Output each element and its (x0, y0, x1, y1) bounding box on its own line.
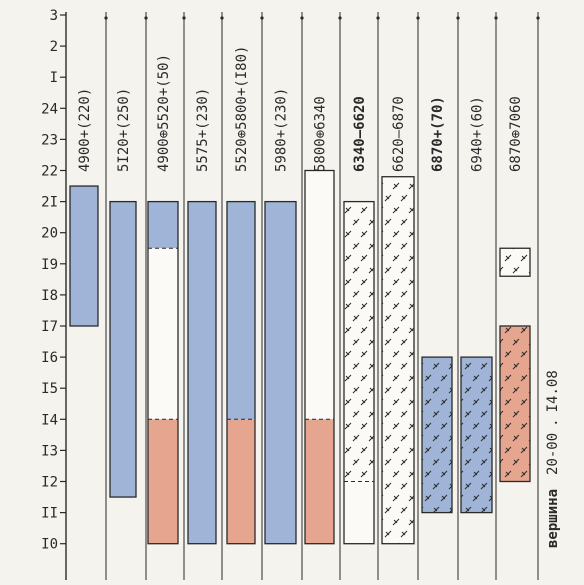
y-tick-label: 22 (41, 164, 58, 180)
separator-dot (376, 16, 380, 20)
column-label: 6870⊕7060 (508, 96, 524, 172)
column-label: 4900⊕5520+(50) (156, 54, 172, 172)
hatch-marks (382, 176, 414, 544)
y-tick-label: II (41, 506, 58, 522)
hatch-marks (344, 201, 374, 482)
bar-outline (460, 356, 493, 514)
separator-dot (104, 16, 108, 20)
bar-segment (188, 201, 216, 544)
bar-segment (70, 186, 98, 326)
separator-dot (220, 16, 224, 20)
separator-dot (182, 16, 186, 20)
bar-outline (381, 176, 415, 545)
column-bar-group (381, 176, 415, 545)
separator-dot (338, 16, 342, 20)
y-tick-label: I7 (41, 319, 58, 335)
column-bar-group (226, 200, 256, 545)
bars-layer (69, 169, 531, 545)
column-label: 6940+(60) (470, 96, 486, 172)
column-label: 5575+(230) (195, 88, 211, 172)
y-tick-label: I3 (41, 443, 58, 459)
column-bar-group (499, 247, 531, 483)
bar-outline (499, 247, 531, 277)
y-tick-label: I8 (41, 288, 58, 304)
bar-segment (344, 481, 374, 544)
column-labels: 4900+(220) 5I20+(250) 4900⊕5520+(50) 5575+(… (77, 46, 524, 172)
annotation: вершина20-00.I4.08 (545, 370, 561, 548)
y-tick-label: I4 (41, 412, 58, 428)
y-tick-label: I9 (41, 257, 58, 273)
column-bar-group (343, 200, 375, 545)
column-bar-group (147, 200, 179, 545)
annotation-text: вершина20-00.I4.08 (545, 370, 561, 548)
column-label: 6620–6870 (391, 96, 407, 172)
column-label: 6340–6620 (352, 96, 368, 172)
bar-outline (499, 325, 531, 483)
column-bar-group (264, 200, 297, 545)
y-tick-label: I0 (41, 537, 58, 553)
hatch-marks (500, 326, 530, 482)
y-tick-label: I2 (41, 475, 58, 491)
separator-dot (144, 16, 148, 20)
bar-outline (304, 169, 335, 545)
bar-outline (69, 185, 99, 327)
bar-segment (110, 201, 136, 498)
column-bar-group (187, 200, 217, 545)
bar-outline (147, 200, 179, 545)
column-grid-lines (104, 12, 540, 580)
column-label: 6870+(70) (430, 96, 446, 172)
column-label: 5520⊕5800+(I80) (234, 46, 250, 172)
bar-segment (148, 201, 178, 249)
bar-segment (148, 248, 178, 420)
bar-segment (227, 201, 255, 420)
bar-outline (343, 200, 375, 545)
y-tick-label: I5 (41, 381, 58, 397)
bar-segment (265, 201, 296, 544)
y-tick-label: 2I (41, 195, 58, 211)
y-tick-label: 24 (41, 101, 58, 117)
column-label: 5980+(230) (274, 88, 290, 172)
bar-segment (305, 419, 334, 544)
bar-segment (305, 170, 334, 420)
separator-dot (260, 16, 264, 20)
y-tick-label: 3 (50, 8, 58, 24)
y-tick-label: 23 (41, 132, 58, 148)
hatch-marks (422, 357, 452, 513)
separator-dot (536, 16, 540, 20)
column-bar-group (304, 169, 335, 545)
y-tick-label: 2 (50, 39, 58, 55)
bar-outline (187, 200, 217, 545)
y-tick-label: I (50, 70, 58, 86)
bar-outline (421, 356, 453, 514)
separator-dot (416, 16, 420, 20)
separator-dot (456, 16, 460, 20)
bar-outline (226, 200, 256, 545)
column-bar-group (69, 185, 99, 327)
bar-outline (264, 200, 297, 545)
column-bar-group (460, 356, 493, 514)
y-tick-label: 20 (41, 226, 58, 242)
column-bar-group (421, 356, 453, 514)
bar-segment (148, 419, 178, 544)
bar-segment (227, 419, 255, 544)
hatch-marks (461, 357, 492, 513)
hatch-marks (500, 248, 530, 277)
column-label: 4900+(220) (77, 88, 93, 172)
separator-dot (300, 16, 304, 20)
column-label: 5I20+(250) (116, 88, 132, 172)
y-tick-label: I6 (41, 350, 58, 366)
column-label: 5800⊕6340 (313, 96, 329, 172)
separator-dot (494, 16, 498, 20)
bar-outline (109, 200, 137, 498)
column-bar-group (109, 200, 137, 498)
